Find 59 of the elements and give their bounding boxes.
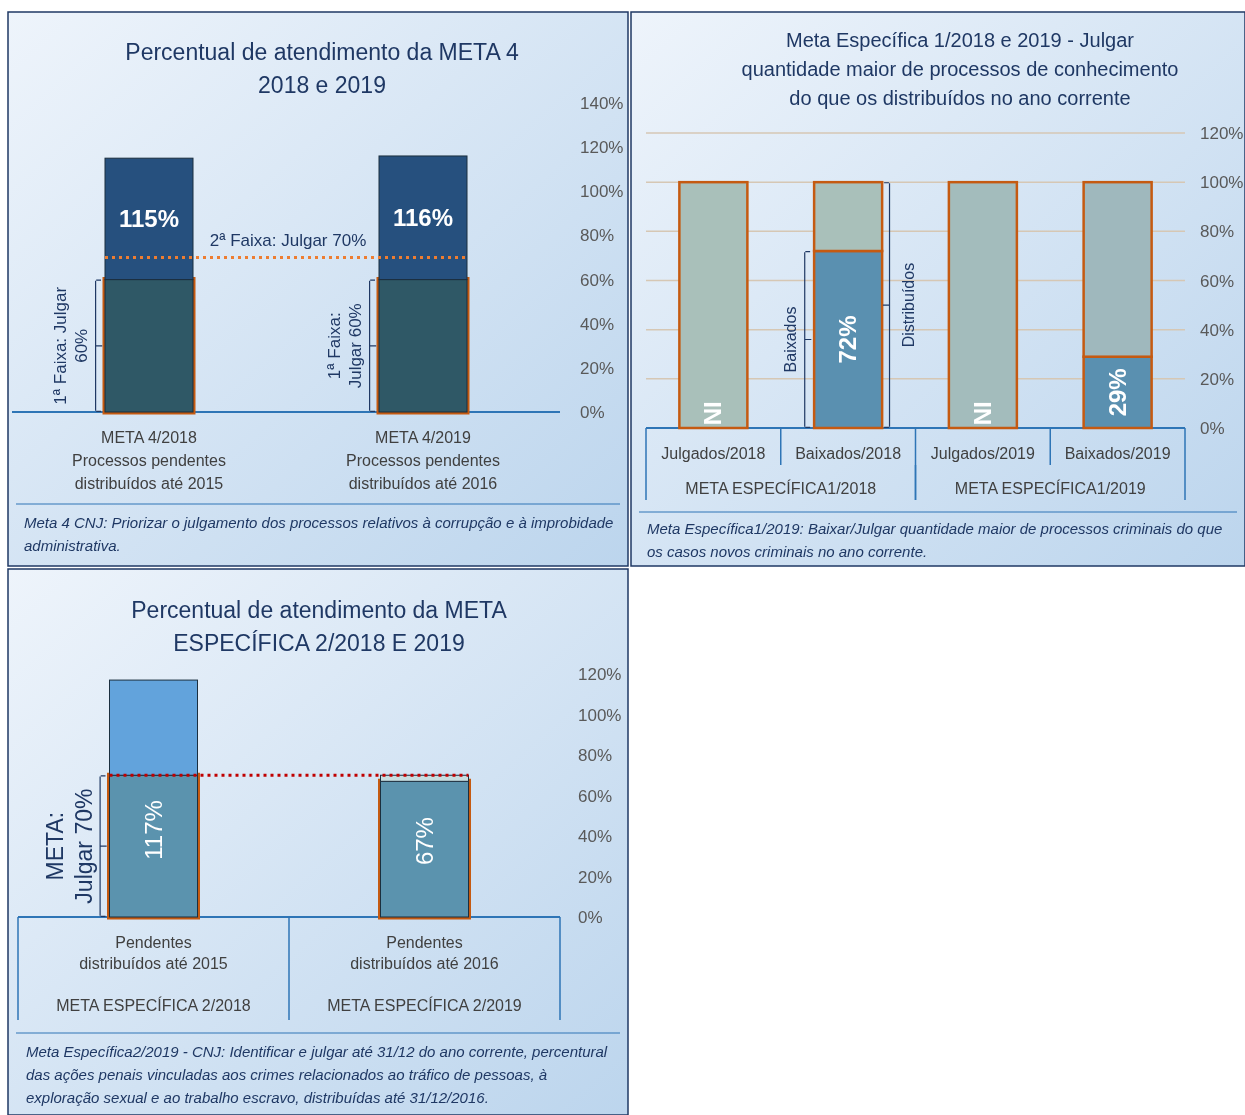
y-tick-label: 120%	[580, 138, 624, 158]
x-tick-label: Julgados/2018	[661, 445, 766, 462]
text: META ESPECÍFICA1/2018	[685, 479, 877, 497]
annotation: Baixados	[782, 306, 800, 373]
text: Meta Específica1/2019: Baixar/Julgar quantidade maior de processos criminais do que os casos novos criminais no ano corrente.	[647, 520, 1223, 560]
total-label: 117%	[139, 800, 167, 860]
y-tick-label: 40%	[578, 827, 613, 846]
chart-title: Meta Específica 1/2018 e 2019 - Julgar quantidade maior de processos de conhecimento do que os distribuídos no ano corrente	[741, 29, 1179, 109]
y-tick-label: 0%	[580, 403, 605, 422]
y-tick-label: 20%	[580, 358, 615, 378]
y-tick-label: 120%	[578, 665, 622, 684]
total-label: 116%	[392, 203, 454, 231]
ref-line-label: 2ª Faixa: Julgar 70%	[209, 230, 367, 250]
text: Meta Específica2/2019 - CNJ: Identificar e julgar até 31/12 do ano corrente, percentural das ações penais vinculadas aos crimes relacionados ao tráfico de pessoas, à exploração sexual e ao trabalho escravo, distribuídas até 31/12/2016.	[26, 1043, 608, 1106]
annotation: META: Julgar 70%	[41, 788, 97, 904]
curly-brace: Distribuídos	[882, 182, 918, 428]
x-tick-label: META 4/2018 Processos pendentes distribuídos até 2015	[72, 429, 226, 492]
y-tick-label: 100%	[578, 705, 622, 725]
annotation: 1ª Faixa: Julgar 60%	[50, 286, 91, 405]
annotation: Distribuídos	[900, 262, 918, 348]
curly-brace: META: Julgar 70%	[41, 775, 107, 917]
y-tick-label: 60%	[1200, 271, 1235, 291]
data-label: 67%	[410, 817, 438, 866]
y-tick-label: 0%	[1200, 419, 1225, 438]
y-tick-label: 80%	[580, 226, 615, 246]
x-tick-label: Baixados/2019	[1064, 445, 1171, 462]
y-tick-label: 80%	[578, 746, 613, 765]
curly-brace: 1ª Faixa: Julgar 60%	[50, 279, 103, 412]
y-tick-label: 0%	[578, 908, 603, 927]
y-tick-label: 20%	[578, 867, 613, 887]
category-label: Pendentes distribuídos até 2016 META ESPECÍFICA 2/2019	[327, 934, 522, 1014]
text: NI	[699, 401, 727, 426]
bar	[678, 180, 749, 430]
text: NI	[968, 401, 996, 426]
y-tick-label: 40%	[1200, 320, 1235, 340]
data-label: 72%	[834, 315, 862, 364]
curly-brace: Baixados	[782, 251, 812, 428]
chart-title: Percentual de atendimento da META ESPECÍFICA 2/2018 E 2019	[131, 597, 508, 656]
y-tick-label: 40%	[580, 314, 615, 334]
total-label: 115%	[118, 204, 180, 232]
category-label: Pendentes distribuídos até 2015 META ESPECÍFICA 2/2018	[56, 934, 251, 1014]
y-tick-label: 60%	[580, 270, 615, 290]
text: META ESPECÍFICA1/2019	[954, 479, 1146, 497]
x-tick-label: META 4/2019 Processos pendentes distribuídos até 2016	[346, 429, 500, 492]
x-tick-label: Julgados/2019	[930, 445, 1036, 462]
y-tick-label: 60%	[578, 786, 613, 806]
y-tick-label: 100%	[1200, 173, 1244, 193]
chart-title: Percentual de atendimento da META 4 2018 e 2019	[125, 39, 519, 98]
y-tick-label: 20%	[1200, 369, 1235, 389]
text: Meta 4 CNJ: Priorizar o julgamento dos processos relativos à corrupção e à improbidade administrativa.	[24, 514, 614, 554]
y-tick-label: 80%	[1200, 222, 1235, 242]
y-tick-label: 100%	[580, 182, 624, 202]
curly-brace: 1ª Faixa: Julgar 60%	[324, 279, 377, 412]
data-label: 29%	[1103, 368, 1131, 417]
annotation: 1ª Faixa: Julgar 60%	[324, 303, 365, 389]
y-tick-label: 120%	[1200, 124, 1244, 143]
bar	[947, 180, 1019, 430]
y-tick-label: 140%	[580, 94, 624, 113]
x-tick-label: Baixados/2018	[795, 445, 902, 462]
